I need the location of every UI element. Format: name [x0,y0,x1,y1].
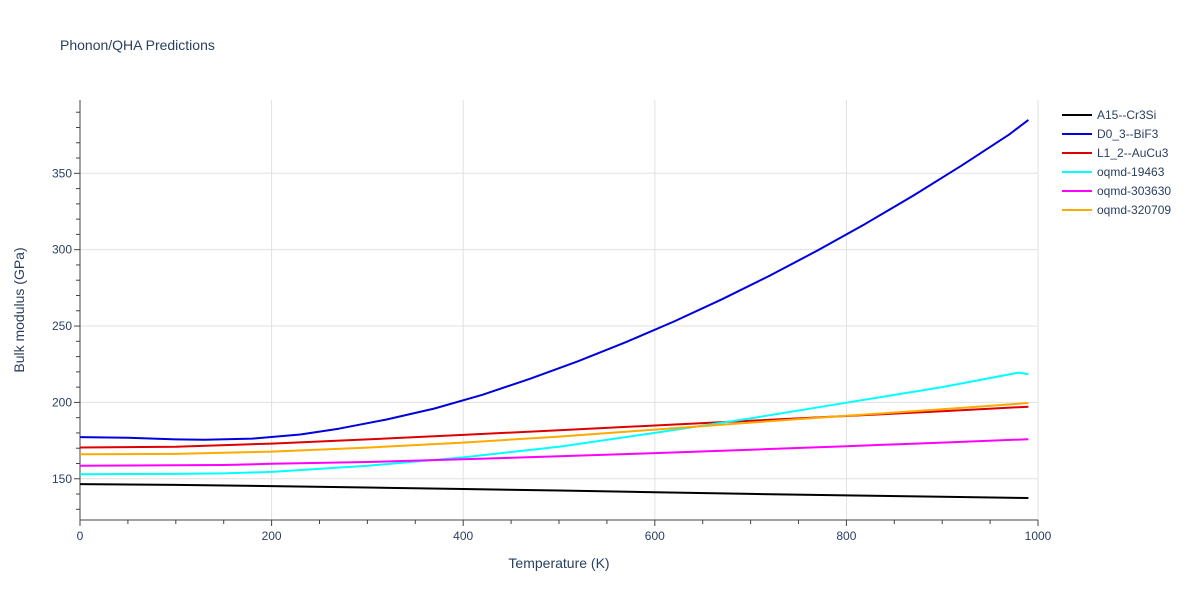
chart-title: Phonon/QHA Predictions [60,37,215,53]
series-line-oqmd-303630 [79,438,1029,467]
legend-label: oqmd-320709 [1097,203,1171,217]
y-tick-label: 250 [52,319,72,333]
x-tick-label: 0 [77,529,84,543]
x-axis-title: Temperature (K) [508,555,609,571]
y-tick-labels: 150 200 250 300 350 [52,166,72,485]
legend-item[interactable]: oqmd-320709 [1062,203,1171,217]
y-axis-title: Bulk modulus (GPa) [11,247,27,372]
y-tick-label: 300 [52,243,72,257]
x-tick-label: 200 [262,529,282,543]
legend-item[interactable]: L1_2--AuCu3 [1062,146,1169,160]
legend-item[interactable]: oqmd-19463 [1062,165,1165,179]
x-tick-label: 400 [453,529,473,543]
gridlines [80,100,1039,520]
x-tick-label: 1000 [1025,529,1052,543]
y-tick-label: 150 [52,472,72,486]
axes [74,100,1039,526]
legend-item[interactable]: A15--Cr3Si [1062,108,1156,122]
y-tick-label: 350 [52,166,72,180]
legend-label: oqmd-303630 [1097,184,1171,198]
x-tick-labels: 0 200 400 600 800 1000 [77,529,1052,543]
series-line-D0_3--BiF3 [79,119,1030,441]
legend-item[interactable]: D0_3--BiF3 [1062,127,1159,141]
x-tick-label: 600 [645,529,665,543]
legend-label: L1_2--AuCu3 [1097,146,1169,160]
series-line-oqmd-19463 [79,371,1029,476]
legend-item[interactable]: oqmd-303630 [1062,184,1171,198]
legend-label: D0_3--BiF3 [1097,127,1159,141]
legend-label: oqmd-19463 [1097,165,1165,179]
legend-label: A15--Cr3Si [1097,108,1156,122]
series-line-oqmd-320709 [79,402,1029,456]
legend[interactable]: A15--Cr3Si D0_3--BiF3 L1_2--AuCu3 oqmd-1946… [1062,108,1171,217]
y-tick-label: 200 [52,395,72,409]
x-tick-label: 800 [836,529,856,543]
series-lines [79,119,1030,499]
series-line-A15--Cr3Si [79,483,1029,499]
